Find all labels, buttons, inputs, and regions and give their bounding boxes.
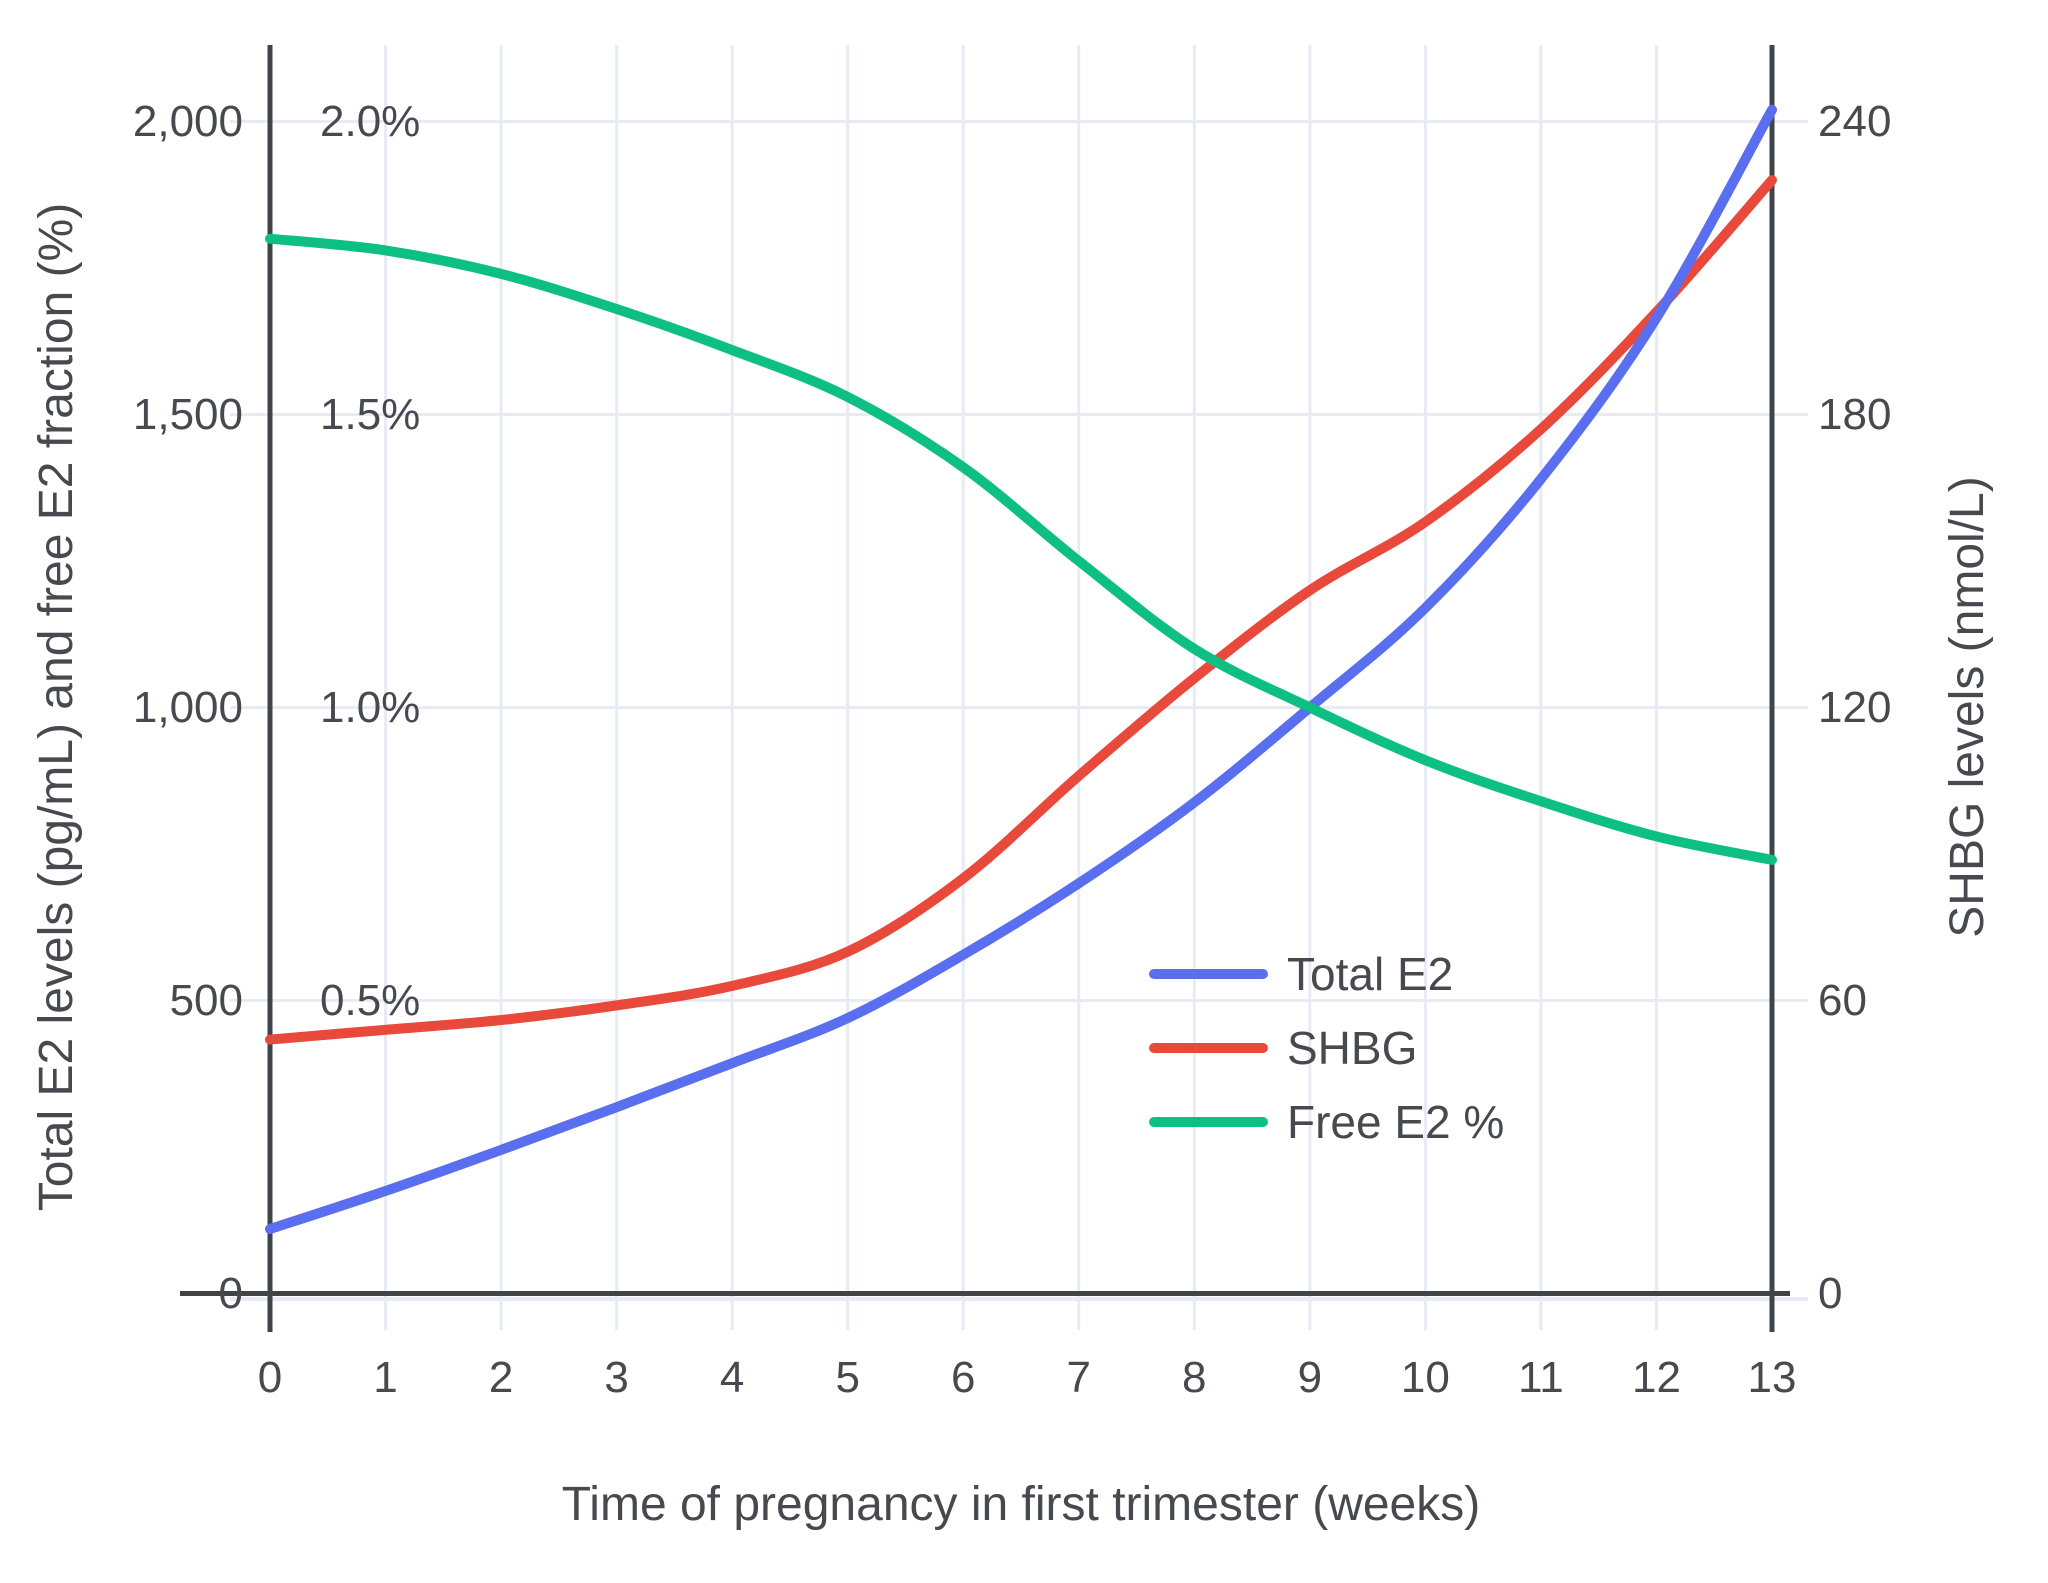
- x-axis-title: Time of pregnancy in first trimester (we…: [561, 1478, 1481, 1531]
- legend-item-free-e2: Free E2 %: [1149, 1085, 1504, 1159]
- shbg-curve: [265, 175, 1777, 1045]
- y-left-tick-label: 0: [218, 1268, 243, 1318]
- x-tick-label: 9: [1297, 1353, 1323, 1402]
- free-e2-line-swatch: [1149, 1117, 1268, 1127]
- y-right-tick-label: 120: [1818, 682, 1892, 732]
- x-tick-label: 3: [604, 1353, 629, 1402]
- x-tick-label: 12: [1631, 1353, 1681, 1402]
- y-left-tick-label: 2,000: [132, 96, 243, 146]
- legend-label-total-e2: Total E2: [1287, 948, 1454, 1000]
- axis-lines: [180, 45, 1790, 1332]
- x-tick-label: 5: [835, 1353, 860, 1402]
- y-left-pct-tick-label: 0.5%: [320, 975, 421, 1025]
- y-right-tick-label: 240: [1818, 96, 1892, 146]
- x-tick-label: 11: [1518, 1353, 1564, 1402]
- right-y-axis-title: SHBG levels (nmol/L): [1941, 476, 1994, 938]
- x-tick-label: 13: [1747, 1353, 1797, 1402]
- y-right-tick-label: 60: [1818, 975, 1867, 1025]
- legend-item-total-e2: Total E2: [1149, 937, 1504, 1011]
- x-tick-label: 1: [373, 1353, 398, 1402]
- total-e2-line-swatch: [1149, 969, 1268, 979]
- free-e2--curve: [265, 233, 1777, 865]
- y-left-tick-label: 1,000: [132, 682, 243, 732]
- x-tick-label: 8: [1182, 1353, 1207, 1402]
- x-tick-label: 2: [488, 1353, 514, 1402]
- y-left-pct-tick-label: 2.0%: [320, 96, 421, 146]
- x-tick-label: 7: [1066, 1353, 1092, 1402]
- y-left-pct-tick-label: 1.0%: [320, 682, 421, 732]
- y-right-tick-label: 180: [1818, 389, 1892, 439]
- legend-label-free-e2: Free E2 %: [1287, 1096, 1505, 1148]
- x-tick-label: 10: [1400, 1353, 1450, 1402]
- shbg-line-swatch: [1149, 1043, 1268, 1053]
- legend: Total E2 SHBG Free E2 %: [1149, 937, 1504, 1159]
- data-curves: [265, 104, 1777, 1235]
- y-right-tick-label: 0: [1818, 1268, 1843, 1318]
- y-left-pct-tick-label: 1.5%: [320, 389, 421, 439]
- x-tick-label: 4: [719, 1353, 745, 1402]
- x-tick-label: 0: [257, 1353, 283, 1402]
- y-left-tick-label: 1,500: [132, 389, 243, 439]
- x-tick-label: 6: [950, 1353, 976, 1402]
- gridlines: [230, 45, 1808, 1330]
- legend-item-shbg: SHBG: [1149, 1011, 1504, 1085]
- y-left-tick-label: 500: [169, 975, 243, 1025]
- total-e2-curve: [265, 104, 1777, 1235]
- legend-label-shbg: SHBG: [1287, 1022, 1418, 1074]
- left-y-axis-title: Total E2 levels (pg/mL) and free E2 frac…: [30, 202, 83, 1212]
